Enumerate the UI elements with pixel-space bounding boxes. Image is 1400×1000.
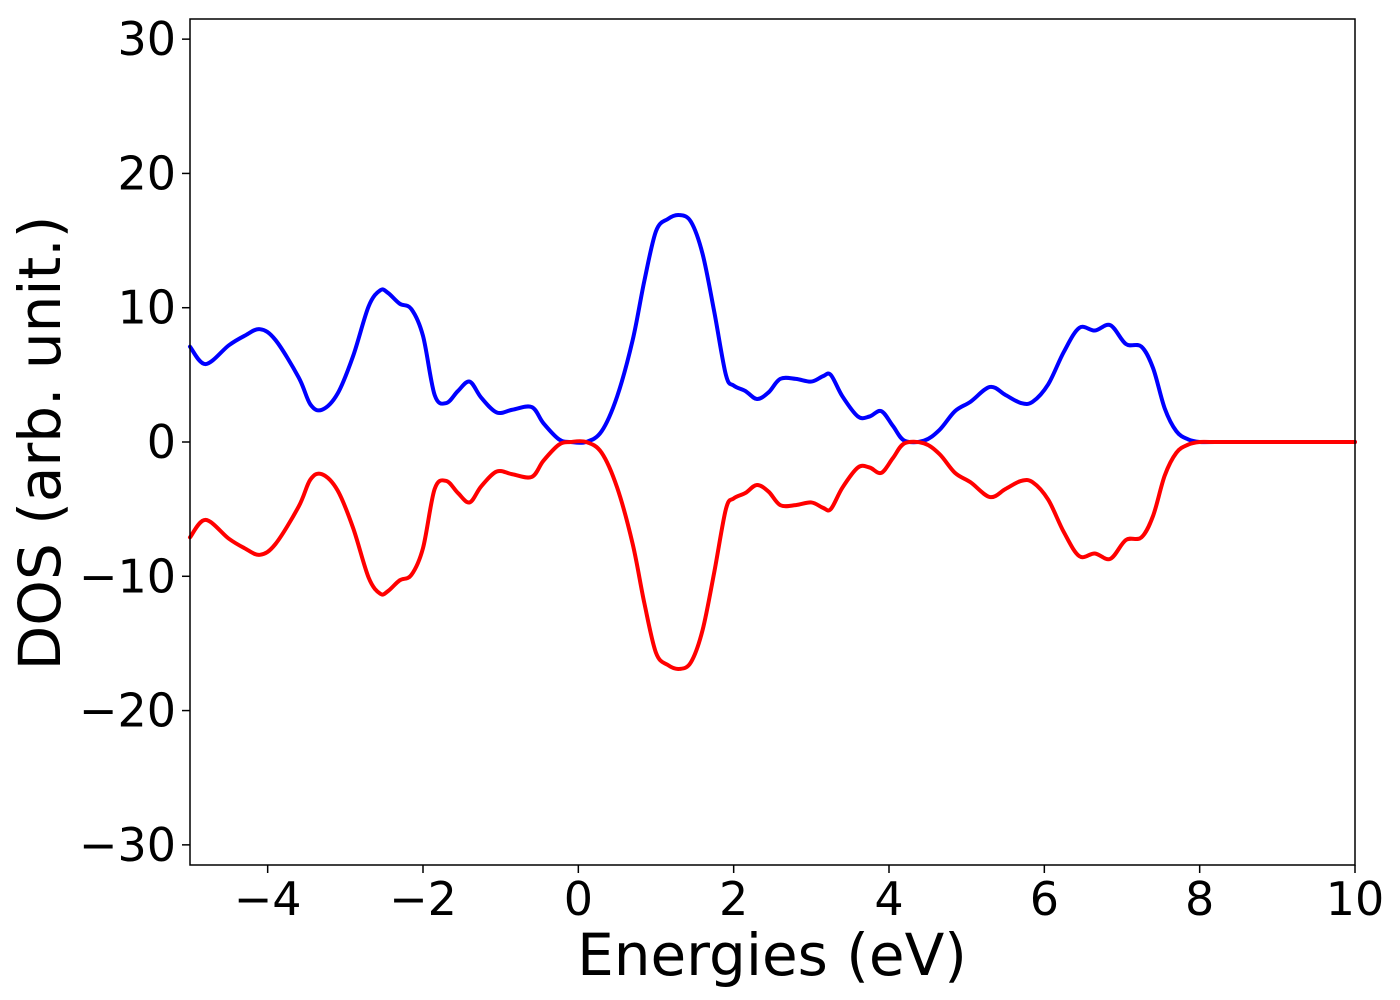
x-tick-label: 2 [719,872,748,926]
series-line-spin-down [188,439,1357,672]
x-tick-label: −4 [234,872,302,926]
x-tick-label: 10 [1326,872,1385,926]
x-tick-label: −2 [389,872,457,926]
x-tick-label: 6 [1030,872,1059,926]
y-axis-label: DOS (arb. unit.) [6,216,74,671]
y-tick-label: 10 [117,281,176,335]
series-layer [188,212,1357,672]
y-tick-label: −20 [79,684,176,738]
y-tick-label: 20 [117,146,176,200]
y-axis-ticks: −30 −20 −10 0 10 20 30 [79,12,190,872]
y-tick-label: −10 [79,549,176,603]
x-tick-label: 8 [1185,872,1214,926]
x-axis-label: Energies (eV) [577,921,967,989]
y-tick-label: −30 [79,818,176,872]
x-axis-ticks: −4 −2 0 2 4 6 8 10 [234,865,1385,926]
x-tick-label: 0 [564,872,593,926]
y-tick-label: 30 [117,12,176,66]
series-line-spin-up [188,212,1357,445]
plot-frame [189,18,1356,866]
x-tick-label: 4 [874,872,903,926]
y-tick-label: 0 [147,415,176,469]
